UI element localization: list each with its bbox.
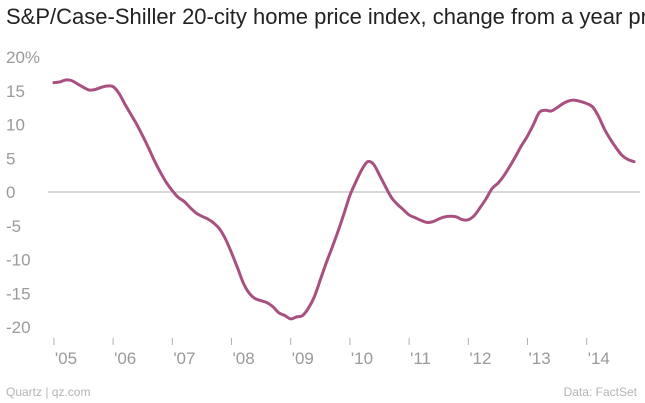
footer-credit: Quartz | qz.com [6, 385, 91, 399]
x-tick-label: '09 [292, 349, 314, 368]
footer-source: Data: FactSet [563, 385, 637, 399]
x-axis: '05 '06 '07 '08 '09 '10 '11 '12 '13 '14 [53, 338, 610, 368]
y-tick-label: 20% [6, 48, 40, 67]
x-tick-label: '05 [55, 349, 77, 368]
y-tick-label: -15 [6, 284, 31, 303]
y-tick-label: -10 [6, 251, 31, 270]
series-layer [52, 78, 636, 321]
series-line [52, 78, 636, 321]
y-tick-label: -5 [6, 217, 21, 236]
x-tick-label: '07 [173, 349, 195, 368]
x-tick-label: '12 [469, 349, 491, 368]
y-tick-label: 10 [6, 116, 25, 135]
y-tick-label: -20 [6, 318, 31, 337]
x-tick-label: '14 [588, 349, 610, 368]
y-axis: 20% 15 10 5 0 -5 -10 -15 -20 [6, 48, 40, 337]
x-tick-label: '11 [410, 349, 431, 368]
x-tick-label: '06 [114, 349, 136, 368]
chart-title: S&P/Case-Shiller 20-city home price inde… [6, 4, 645, 29]
x-tick-label: '13 [529, 349, 551, 368]
x-tick-label: '10 [351, 349, 373, 368]
y-tick-label: 15 [6, 82, 25, 101]
y-tick-label: 5 [6, 149, 15, 168]
x-tick-label: '08 [233, 349, 255, 368]
y-tick-label: 0 [6, 183, 15, 202]
